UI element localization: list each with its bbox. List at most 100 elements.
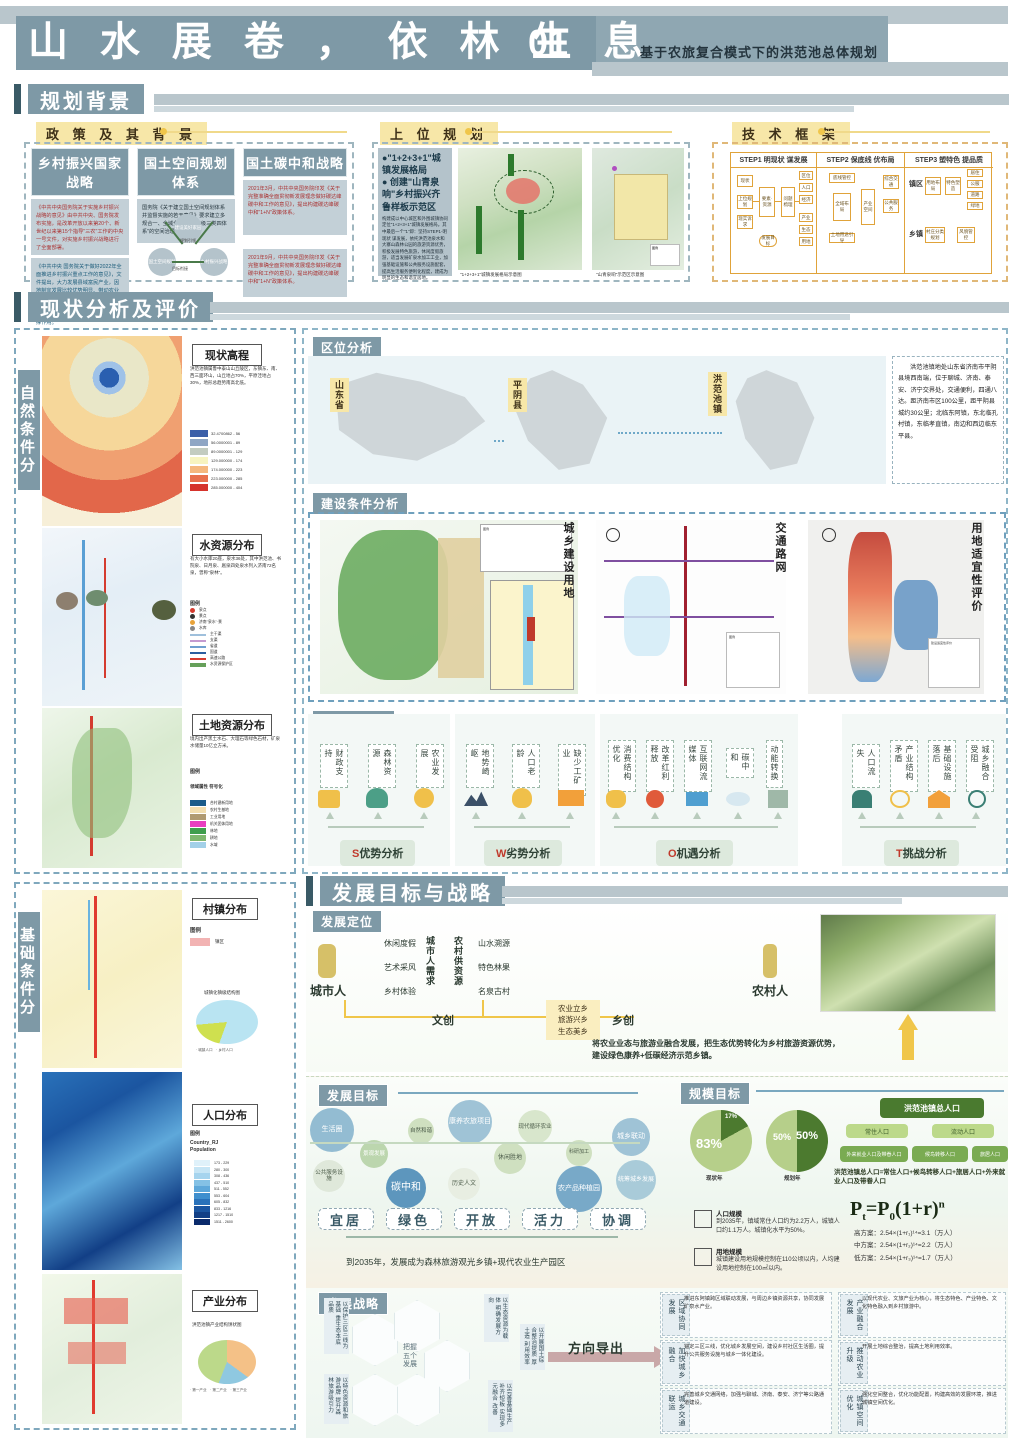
map-transport-network: 图例 (596, 520, 786, 694)
swot-tag-s-2: 农业发展 (416, 744, 444, 788)
goal-bubble-4: 农产品种植园 (556, 1166, 602, 1212)
framework-node-s1-7: 经济 (799, 195, 813, 204)
location-label-0: 山东省 (330, 378, 349, 412)
framework-node-s1-9: 生态 (799, 225, 813, 234)
note-icon-0 (694, 1210, 712, 1228)
population-pill-2: 外来就业人口及带眷人口 (840, 1146, 908, 1162)
superior-dot-icon (465, 128, 472, 135)
banner-tick-3 (306, 876, 313, 906)
framework-node-s3-7: 绿地 (967, 202, 983, 210)
policy-panel (24, 142, 354, 282)
framework-node-s1-5: 区位 (799, 171, 813, 180)
strategy-tag-2: 以开展国土综合整治提质 厚土造 利用效率 (520, 1324, 546, 1370)
policy-card-2-para-0: 2021年3月，中共中央国务院印发《关于完整准确全面贯彻新发展理念做好碳达峰碳中… (243, 180, 347, 235)
map-elevation (42, 336, 182, 526)
legend-label-w4: 主干渠 (210, 632, 222, 636)
atom-icon (890, 790, 910, 808)
strategy-center-2: 发展 (403, 1361, 417, 1369)
goal-pill-1: 绿色 (386, 1208, 442, 1230)
map-demo-legend: 图例 (650, 244, 680, 266)
positioning-center-1: 旅游兴乡 (558, 1015, 588, 1025)
policy-card-1-title: 国土空间规划体系 (137, 148, 235, 196)
scale-note-0: 人口规模 到2035年，镇域常住人口约为2.2万人，城镇人口约1.1万人。城镇化… (716, 1208, 840, 1235)
subtitle-framework: 技 术 框 架 (732, 122, 850, 145)
framework-dot-icon (818, 128, 825, 135)
policy-card-2: 国土碳中和战略 2021年3月，中共中央国务院印发《关于完整准确全面贯彻新发展理… (243, 148, 347, 297)
map-forest-area (338, 530, 448, 680)
framework-node-s2-3: 产业空间 (861, 189, 875, 225)
superior-bullet-1: ● 创建"山青泉响"乡村振兴齐鲁样板示范区 (382, 177, 441, 212)
map-title-elevation: 现状高程 (192, 344, 262, 366)
triangle-edge-bottom-label: 目标衔接 (172, 266, 188, 271)
goals-rule (398, 1092, 638, 1094)
positioning-bottom-left: 文创 (432, 1015, 454, 1027)
map-village-road (94, 896, 97, 1058)
legend-swatch-5 (190, 475, 208, 482)
legend-label-w7: 国道 (210, 650, 218, 654)
positioning-right-item-0: 山水溯源 (478, 939, 510, 948)
swot-text-s: 优势分析 (359, 848, 404, 860)
positioning-right-actor: 农村人 (752, 984, 789, 998)
policy-card-2-para-1: 2021年9月，中共中央国务院印发《关于完整准确全面贯彻新发展理念做好碳达峰碳中… (243, 249, 347, 297)
map-provincial-road-2 (604, 616, 774, 618)
legend-swatch-p1 (194, 1166, 210, 1173)
swot-arrow-w-1 (518, 812, 526, 819)
triangle-edge-bottom (172, 261, 204, 263)
strategy-card-1-body: 锚定三区三线，优化城乡发展空间，建设乡村社区生活圈，提升公共服务设施与城乡一体化… (684, 1344, 825, 1358)
framework-link-3 (795, 201, 799, 202)
scale-rule (756, 1090, 1004, 1092)
framework-node-s1-0: 现状 (737, 175, 753, 187)
subtitle-positioning-top: 发展定位 (312, 910, 383, 933)
strategy-card-2-body: 完善城乡交通网络，加强与聊城、济南、泰安、济宁等公路通道建设。 (684, 1392, 825, 1406)
legend-title-population: 图例 (190, 1131, 201, 1137)
swot-tag-s-0: 财政支持 (320, 744, 348, 788)
legend-label-w0: 泉点 (199, 608, 207, 612)
location-text-box (892, 356, 1004, 484)
scale-note-1-body: 城镇建设用地规模控制在110公顷以内，人均建设用地控制在100㎡以内。 (716, 1257, 840, 1272)
legend-swatch-p8 (194, 1212, 210, 1218)
legend-swatch-l5 (190, 835, 206, 841)
map-water-resources (42, 528, 182, 706)
house-icon (928, 790, 950, 808)
framework-step-2-title: STEP2 保底线 优布局 (817, 153, 904, 168)
framework-node-s1-4: 问题梳理 (781, 187, 795, 217)
legend-label-p6: 605 - 832 (214, 1200, 230, 1204)
rail-basic-conditions: 基础条件分析 (0, 912, 40, 1032)
positioning-center-box: 农业立乡 旅游兴乡 生态美乡 (546, 1000, 600, 1040)
elderly-icon (512, 788, 532, 808)
policy-triangle-diagram: 建设美好家园 国土空间规划 乡村振兴战略 规划引领 目标衔接 (148, 214, 228, 276)
legend-label-w8: 高速公路 (210, 656, 226, 660)
map-urban-rural-land: 图例 (320, 520, 578, 694)
legend-label-l4: 林地 (210, 828, 218, 833)
location-connector-1 (618, 432, 722, 434)
map-title-land: 土地资源分布 (192, 714, 272, 736)
swot-label-s: S优势分析 (340, 840, 416, 866)
pie-current-value-rural: 83% (696, 1136, 723, 1151)
swot-tag-t-0: 人口流失 (852, 744, 880, 788)
legend-swatch-v0 (190, 938, 210, 946)
legend-label-w9: 水资源保护区 (210, 662, 233, 666)
map-hongfanchi-town (735, 370, 815, 470)
basic-conditions-panel (14, 882, 296, 1430)
map-provincial-road (604, 560, 774, 562)
swot-tag-t-2: 基础设施落后 (928, 740, 956, 792)
superior-rule (472, 131, 672, 133)
map-industry-zone-1 (68, 1342, 126, 1364)
swot-arrow-o-1 (651, 812, 659, 819)
strategy-tag-3: 以完善基础生产 补齐短板 实现多元融合 改善 (488, 1380, 514, 1432)
chart-legend-urbanization: · 城镇人口 · 乡村人口 (196, 1048, 233, 1052)
framework-link-2 (775, 201, 781, 202)
map-inset-core (527, 617, 535, 641)
framework-node-s1-6: 人口 (799, 183, 813, 192)
goals-footer: 到2035年，发展成为森林旅游观光乡镇+现代农业生产园区 (346, 1257, 566, 1267)
legend-sub-land: 领域属性 符号化 (190, 784, 223, 789)
population-pill-1: 流动人口 (932, 1124, 994, 1138)
legend-label-p5: 553 - 604 (214, 1193, 230, 1198)
goal-bubble-8: 自然和谐 (408, 1118, 434, 1144)
gears-icon (646, 790, 664, 808)
positioning-up-arrow-stem (902, 1028, 914, 1060)
population-formula-text: 洪范池镇总人口=常住人口+候鸟转移人口+旅居人口+外来就业人口及带眷人口 (834, 1169, 1006, 1186)
legend-label-2: 89.0000001 - 129 (211, 449, 243, 454)
village-person-icon (763, 944, 777, 978)
legend-label-p9: 1511 - 2600 (214, 1219, 233, 1224)
